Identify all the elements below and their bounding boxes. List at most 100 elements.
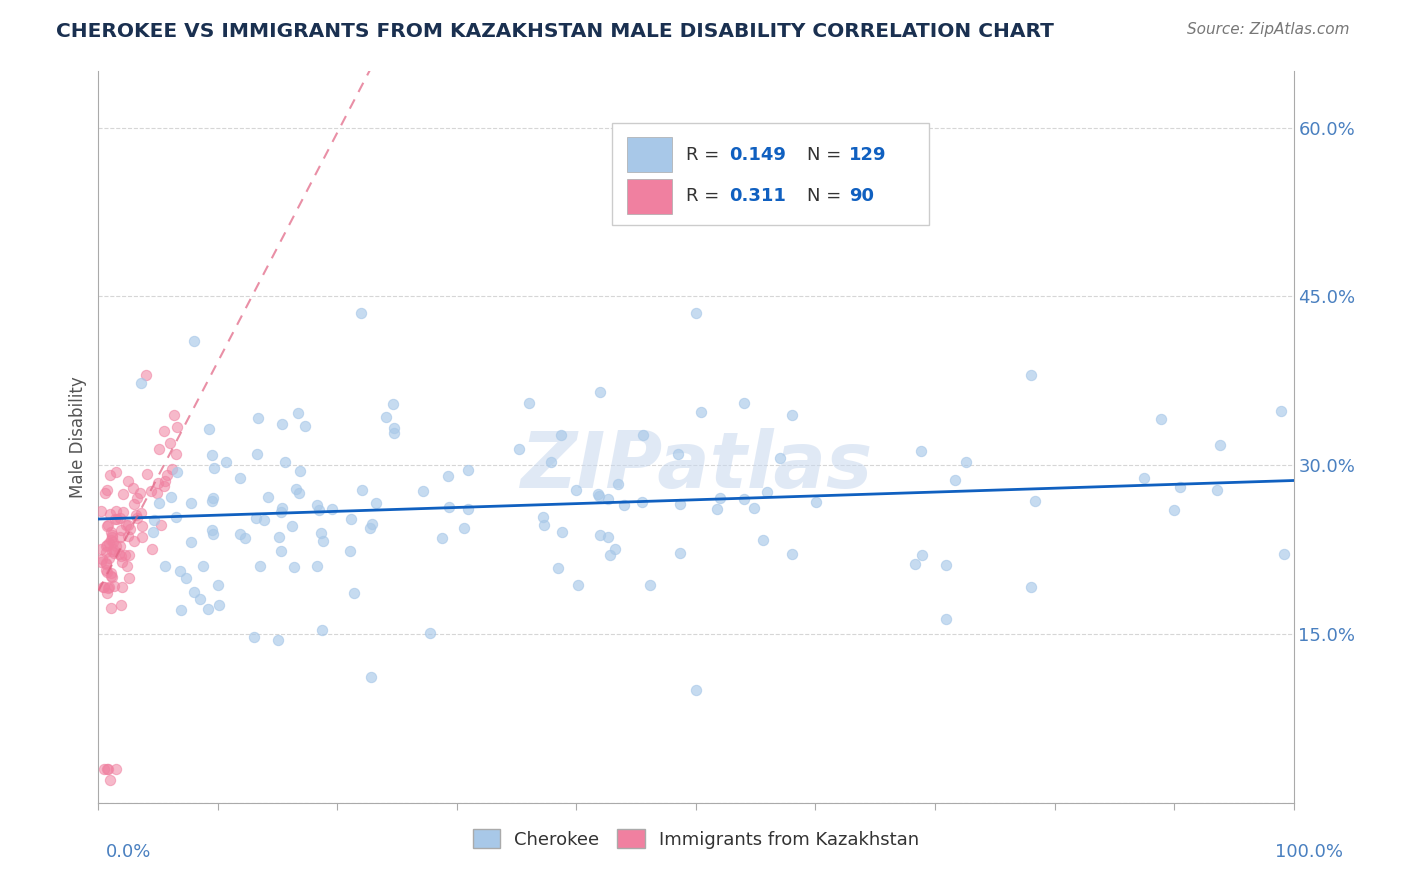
Point — [935, 612, 957, 626]
Point — [733, 396, 755, 410]
Point — [598, 530, 620, 544]
Point — [165, 509, 187, 524]
Point — [160, 462, 183, 476]
Point — [1163, 503, 1185, 517]
Y-axis label: Male Disability: Male Disability — [69, 376, 87, 498]
Point — [287, 406, 309, 420]
Point — [1024, 494, 1046, 508]
Point — [141, 541, 163, 556]
Point — [100, 533, 122, 547]
Point — [207, 578, 229, 592]
Point — [105, 762, 128, 776]
Point — [150, 518, 173, 533]
Point — [283, 559, 305, 574]
Point — [533, 517, 555, 532]
Point — [1270, 404, 1292, 418]
Point — [1150, 412, 1173, 426]
Point — [270, 505, 292, 519]
Point — [364, 496, 387, 510]
Point — [117, 529, 139, 543]
Point — [457, 501, 479, 516]
Point — [437, 500, 460, 514]
Point — [229, 527, 252, 541]
Point — [246, 447, 269, 461]
Point — [752, 533, 775, 547]
Point — [281, 518, 304, 533]
Point — [201, 491, 224, 505]
Point — [129, 506, 152, 520]
Point — [108, 547, 131, 561]
Point — [603, 542, 626, 557]
Point — [105, 539, 128, 553]
Point — [307, 499, 329, 513]
Point — [129, 486, 152, 500]
Text: 0.0%: 0.0% — [105, 843, 150, 861]
Point — [321, 502, 343, 516]
Point — [98, 536, 121, 550]
Point — [183, 334, 205, 349]
Point — [690, 405, 713, 419]
Point — [103, 546, 125, 560]
Point — [381, 397, 404, 411]
Point — [685, 306, 707, 320]
Point — [98, 467, 121, 482]
Point — [567, 578, 589, 592]
Point — [733, 491, 755, 506]
Point — [100, 569, 122, 583]
Point — [93, 580, 115, 594]
Point — [136, 467, 159, 481]
Point — [93, 486, 115, 500]
Point — [166, 419, 188, 434]
Point — [382, 426, 405, 441]
Point — [285, 482, 308, 496]
Point — [91, 580, 114, 594]
Point — [430, 531, 453, 545]
Point — [267, 632, 290, 647]
Point — [350, 306, 373, 320]
Text: CHEROKEE VS IMMIGRANTS FROM KAZAKHSTAN MALE DISABILITY CORRELATION CHART: CHEROKEE VS IMMIGRANTS FROM KAZAKHSTAN M… — [56, 22, 1054, 41]
Point — [90, 555, 112, 569]
Point — [152, 479, 174, 493]
Point — [598, 492, 620, 507]
Point — [910, 444, 932, 458]
Point — [183, 585, 205, 599]
Point — [131, 518, 153, 533]
Point — [96, 539, 118, 553]
Point — [589, 385, 612, 400]
Point — [180, 534, 202, 549]
Point — [111, 505, 134, 519]
Point — [233, 532, 256, 546]
Point — [201, 494, 224, 508]
Point — [100, 600, 122, 615]
Point — [110, 523, 132, 537]
Point — [361, 517, 384, 532]
Point — [271, 417, 294, 432]
Point — [142, 513, 165, 527]
Point — [551, 524, 574, 539]
Point — [247, 411, 270, 425]
Point — [101, 570, 124, 584]
Point — [531, 510, 554, 524]
Point — [1170, 480, 1192, 494]
Point — [96, 556, 118, 570]
Text: N =: N = — [807, 187, 846, 205]
Point — [780, 408, 803, 422]
Point — [669, 546, 692, 560]
Point — [111, 580, 134, 594]
Point — [359, 521, 381, 535]
Point — [311, 623, 333, 637]
Point — [312, 534, 335, 549]
Point — [457, 463, 479, 477]
Point — [419, 626, 441, 640]
Point — [669, 497, 692, 511]
Point — [108, 511, 131, 525]
Point — [114, 548, 136, 562]
Point — [122, 533, 145, 548]
Point — [599, 549, 621, 563]
FancyBboxPatch shape — [627, 137, 672, 172]
Point — [98, 773, 122, 788]
Point — [100, 543, 122, 558]
Point — [267, 530, 290, 544]
Point — [588, 489, 610, 503]
Point — [308, 503, 330, 517]
